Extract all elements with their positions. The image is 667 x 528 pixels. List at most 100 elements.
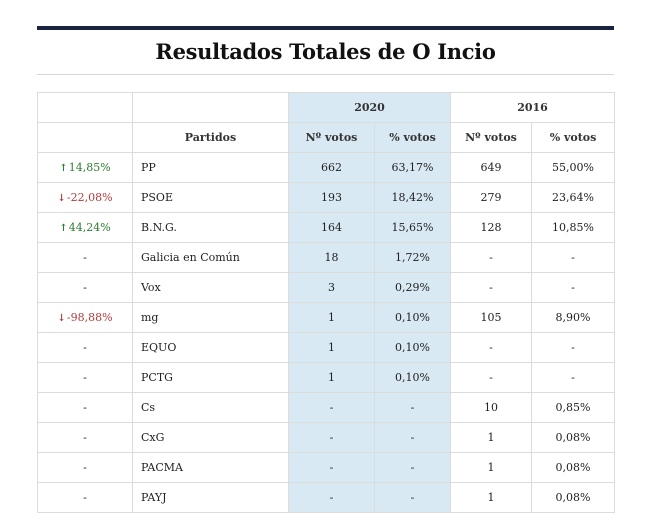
votos-2016-cell: 1 (450, 482, 532, 513)
results-table: 2020 2016 Partidos Nº votos % votos Nº v… (37, 92, 615, 513)
change-column-header (37, 122, 133, 153)
votos-2020-cell: 662 (288, 152, 375, 183)
votos-2020-cell: - (288, 452, 375, 483)
pct-2020-cell: 1,72% (374, 242, 451, 273)
pct-2016-cell: - (531, 362, 615, 393)
table-row: - Cs - -10 0,85% (37, 392, 615, 423)
party-name-cell: EQUO (132, 332, 289, 363)
arrow-down-icon: ↓ (57, 313, 66, 324)
pct-2020-cell: 0,10% (374, 302, 451, 333)
party-name-cell: Cs (132, 392, 289, 423)
table-row: - Galicia en Común 18 1,72% - - (37, 242, 615, 273)
votos-2020-cell: 193 (288, 182, 375, 213)
votos-2016-cell: - (450, 332, 532, 363)
title-divider (37, 74, 614, 75)
table-row: ↑14,85% PP 662 63,17% 649 55,00% (37, 152, 615, 183)
votos-2020-header: Nº votos (288, 122, 375, 153)
party-name-cell: PAYJ (132, 482, 289, 513)
table-row: - EQUO 1 0,10% - - (37, 332, 615, 363)
votos-2020-cell: - (288, 482, 375, 513)
partidos-column-header: Partidos (132, 122, 289, 153)
change-value: 44,24% (68, 221, 111, 234)
change-cell: - (37, 242, 133, 273)
pct-2016-cell: 0,85% (531, 392, 615, 423)
change-cell: ↑14,85% (37, 152, 133, 183)
pct-2020-cell: 18,42% (374, 182, 451, 213)
change-value: - (83, 341, 87, 354)
votos-2020-cell: 1 (288, 302, 375, 333)
pct-2016-cell: - (531, 332, 615, 363)
change-cell: - (37, 452, 133, 483)
votos-2020-cell: - (288, 422, 375, 453)
votos-2016-cell: - (450, 272, 532, 303)
party-year-header-cell (132, 92, 289, 123)
votos-2016-cell: 10 (450, 392, 532, 423)
change-value: - (83, 431, 87, 444)
change-cell: ↓-22,08% (37, 182, 133, 213)
change-header-cell (37, 92, 133, 123)
pct-2016-cell: 10,85% (531, 212, 615, 243)
pct-2020-header: % votos (374, 122, 451, 153)
results-table-body: ↑14,85% PP 662 63,17% 649 55,00% ↓-22,08% PSOE 1… (37, 152, 615, 513)
change-cell: ↓-98,88% (37, 302, 133, 333)
pct-2020-cell: 63,17% (374, 152, 451, 183)
party-name-cell: PCTG (132, 362, 289, 393)
pct-2020-cell: 0,29% (374, 272, 451, 303)
party-name-cell: CxG (132, 422, 289, 453)
pct-2016-cell: - (531, 272, 615, 303)
party-name-cell: Galicia en Común (132, 242, 289, 273)
votos-2016-header: Nº votos (450, 122, 532, 153)
pct-2016-cell: 0,08% (531, 452, 615, 483)
year-2016-header: 2016 (450, 92, 615, 123)
party-name-cell: PACMA (132, 452, 289, 483)
pct-2016-cell: 0,08% (531, 422, 615, 453)
change-value: - (83, 251, 87, 264)
votos-2020-cell: - (288, 392, 375, 423)
pct-2016-cell: 23,64% (531, 182, 615, 213)
year-2020-header: 2020 (288, 92, 451, 123)
party-name-cell: mg (132, 302, 289, 333)
change-value: - (83, 281, 87, 294)
table-row: - Vox 3 0,29% - - (37, 272, 615, 303)
votos-2016-cell: 649 (450, 152, 532, 183)
change-cell: - (37, 422, 133, 453)
party-name-cell: PSOE (132, 182, 289, 213)
change-value: - (83, 401, 87, 414)
votos-2020-cell: 164 (288, 212, 375, 243)
votos-2016-cell: 1 (450, 422, 532, 453)
pct-2016-cell: 55,00% (531, 152, 615, 183)
pct-2016-cell: 0,08% (531, 482, 615, 513)
arrow-down-icon: ↓ (57, 193, 66, 204)
change-cell: - (37, 392, 133, 423)
table-row: - PAYJ - -1 0,08% (37, 482, 615, 513)
votos-2020-cell: 18 (288, 242, 375, 273)
table-row: - CxG - -1 0,08% (37, 422, 615, 453)
change-value: -98,88% (66, 311, 113, 324)
pct-2020-cell: 0,10% (374, 362, 451, 393)
votos-2016-cell: 1 (450, 452, 532, 483)
votos-2016-cell: - (450, 242, 532, 273)
votos-2016-cell: 128 (450, 212, 532, 243)
change-cell: - (37, 332, 133, 363)
votos-2016-cell: 105 (450, 302, 532, 333)
pct-2016-cell: - (531, 242, 615, 273)
change-value: -22,08% (66, 191, 113, 204)
pct-2020-cell: - (374, 452, 451, 483)
table-row: ↓-98,88% mg 1 0,10% 105 8,90% (37, 302, 615, 333)
table-row: ↑44,24% B.N.G. 164 15,65% 128 10,85% (37, 212, 615, 243)
votos-2020-cell: 1 (288, 362, 375, 393)
change-value: - (83, 371, 87, 384)
pct-2020-cell: - (374, 392, 451, 423)
pct-2020-cell: 0,10% (374, 332, 451, 363)
votos-2016-cell: - (450, 362, 532, 393)
change-cell: ↑44,24% (37, 212, 133, 243)
pct-2020-cell: - (374, 482, 451, 513)
page-title: Resultados Totales de O Incio (155, 39, 496, 64)
arrow-up-icon: ↑ (59, 223, 68, 234)
table-row: ↓-22,08% PSOE 193 18,42% 279 23,64% (37, 182, 615, 213)
change-cell: - (37, 272, 133, 303)
change-value: - (83, 461, 87, 474)
table-row: - PACMA - -1 0,08% (37, 452, 615, 483)
year-header-row: 2020 2016 (37, 92, 615, 123)
party-name-cell: Vox (132, 272, 289, 303)
